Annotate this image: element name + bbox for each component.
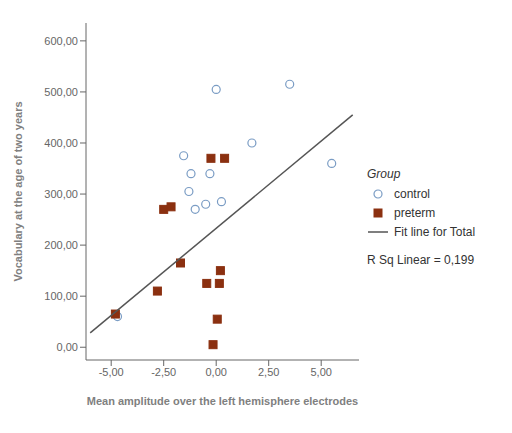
html-text:Fit line for Total: Fit line for Total	[394, 224, 476, 239]
html-text:Group: Group	[367, 166, 401, 181]
svg-text:Mean amplitude over the left h: Mean amplitude over the left hemisphere …	[87, 395, 358, 407]
svg-text:300,00: 300,00	[44, 188, 78, 200]
svg-text:5,00: 5,00	[310, 366, 331, 378]
svg-text:-2,50: -2,50	[151, 366, 176, 378]
svg-text:200,00: 200,00	[44, 239, 78, 251]
svg-text:Vocabulary at the age of two y: Vocabulary at the age of two years	[12, 101, 24, 281]
svg-text:100,00: 100,00	[44, 290, 78, 302]
html-text:preterm: preterm	[394, 205, 436, 220]
svg-text:-5,00: -5,00	[99, 366, 124, 378]
svg-text:500,00: 500,00	[44, 86, 78, 98]
svg-text:2,50: 2,50	[258, 366, 279, 378]
svg-text:0,00: 0,00	[205, 366, 226, 378]
svg-text:400,00: 400,00	[44, 137, 78, 149]
html-text:control: control	[394, 186, 430, 201]
svg-text:600,00: 600,00	[44, 35, 78, 47]
svg-text:0,00: 0,00	[57, 341, 78, 353]
html-text:R Sq Linear = 0,199: R Sq Linear = 0,199	[367, 252, 475, 267]
